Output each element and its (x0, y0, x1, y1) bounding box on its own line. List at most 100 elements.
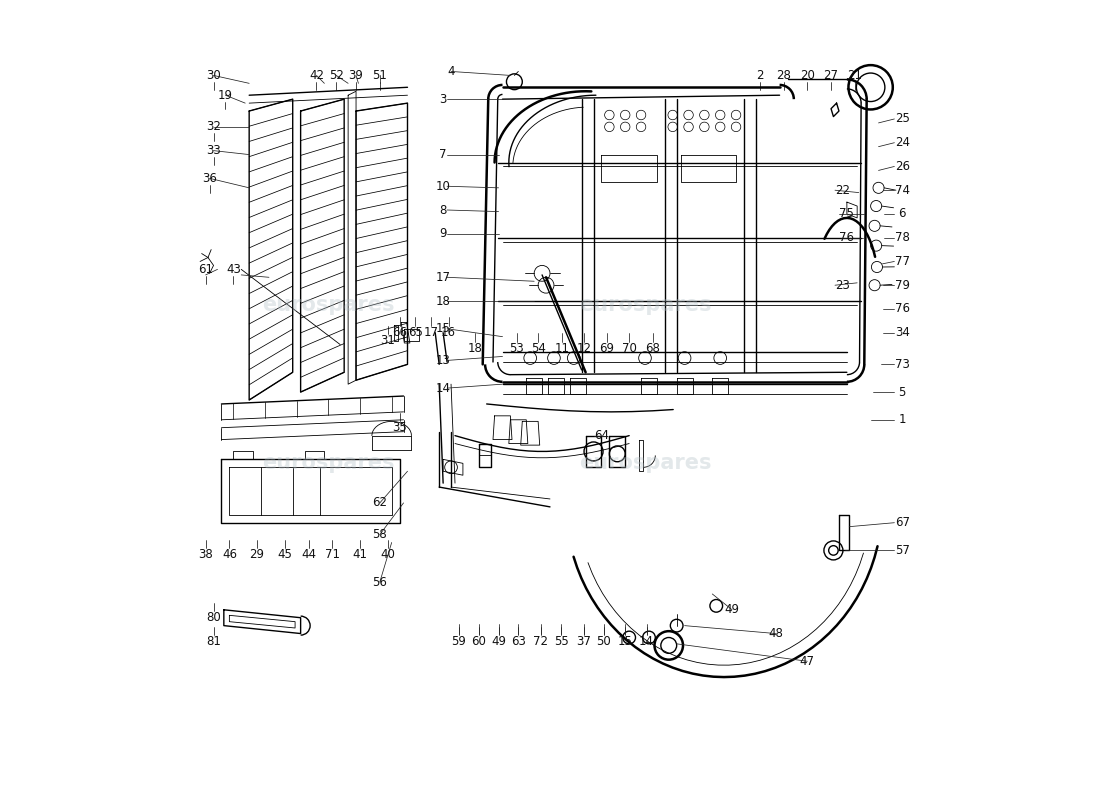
Text: 53: 53 (509, 342, 524, 355)
Text: 50: 50 (596, 635, 612, 648)
Circle shape (700, 122, 710, 132)
Text: 76: 76 (894, 302, 910, 315)
Text: 35: 35 (393, 422, 407, 434)
Circle shape (684, 122, 693, 132)
Text: 78: 78 (895, 231, 910, 244)
Text: 23: 23 (836, 278, 850, 292)
Circle shape (715, 122, 725, 132)
Text: 32: 32 (206, 120, 221, 134)
Text: 8: 8 (439, 203, 447, 217)
Text: 2: 2 (756, 69, 763, 82)
Text: 45: 45 (277, 548, 293, 561)
Text: 70: 70 (621, 342, 637, 355)
Text: 36: 36 (202, 172, 217, 185)
Circle shape (605, 122, 614, 132)
Text: eurospares: eurospares (262, 454, 395, 474)
Text: 73: 73 (895, 358, 910, 371)
Text: 31: 31 (381, 334, 395, 347)
Text: 14: 14 (436, 382, 451, 394)
Text: 13: 13 (436, 354, 451, 367)
Text: 69: 69 (600, 342, 615, 355)
Text: 68: 68 (646, 342, 660, 355)
Circle shape (684, 110, 693, 120)
Circle shape (700, 110, 710, 120)
Text: 80: 80 (206, 611, 221, 624)
Text: 7: 7 (439, 148, 447, 161)
Text: 74: 74 (894, 184, 910, 197)
Text: 18: 18 (468, 342, 482, 355)
Text: 61: 61 (198, 263, 213, 276)
Text: 19: 19 (218, 89, 233, 102)
Text: 47: 47 (800, 654, 815, 668)
Text: 60: 60 (471, 635, 486, 648)
Text: 42: 42 (309, 69, 324, 82)
Text: 48: 48 (768, 627, 783, 640)
Text: 29: 29 (250, 548, 265, 561)
Circle shape (636, 110, 646, 120)
Circle shape (620, 122, 630, 132)
Text: 72: 72 (534, 635, 548, 648)
Text: 26: 26 (894, 160, 910, 173)
Text: 18: 18 (436, 294, 451, 307)
Text: 81: 81 (206, 635, 221, 648)
Text: 14: 14 (639, 635, 654, 648)
Text: 21: 21 (847, 69, 862, 82)
Text: 22: 22 (835, 184, 850, 197)
Text: eurospares: eurospares (579, 454, 712, 474)
Text: 65: 65 (408, 326, 422, 339)
Circle shape (732, 122, 740, 132)
Text: eurospares: eurospares (579, 295, 712, 315)
Text: 6: 6 (899, 207, 906, 221)
Circle shape (605, 110, 614, 120)
Text: 67: 67 (894, 516, 910, 530)
Text: 1: 1 (899, 414, 906, 426)
Text: 37: 37 (576, 635, 592, 648)
Text: 52: 52 (329, 69, 343, 82)
Text: 64: 64 (594, 429, 609, 442)
Text: 56: 56 (373, 575, 387, 589)
Text: 57: 57 (895, 544, 910, 557)
Text: 16: 16 (441, 326, 456, 339)
Circle shape (715, 110, 725, 120)
Circle shape (636, 122, 646, 132)
Text: 40: 40 (381, 548, 395, 561)
Text: 43: 43 (226, 263, 241, 276)
Text: 71: 71 (324, 548, 340, 561)
Text: 38: 38 (198, 548, 213, 561)
Circle shape (732, 110, 740, 120)
Text: 30: 30 (206, 69, 221, 82)
Circle shape (668, 122, 678, 132)
Circle shape (668, 110, 678, 120)
Text: 11: 11 (554, 342, 570, 355)
Text: 12: 12 (576, 342, 592, 355)
Text: 15: 15 (436, 322, 451, 335)
Text: 54: 54 (530, 342, 546, 355)
Text: 76: 76 (839, 231, 855, 244)
Text: 46: 46 (222, 548, 236, 561)
Text: 24: 24 (894, 136, 910, 150)
Text: 77: 77 (894, 255, 910, 268)
Text: 27: 27 (824, 69, 838, 82)
Text: eurospares: eurospares (262, 295, 395, 315)
Text: 59: 59 (451, 635, 466, 648)
Text: 51: 51 (373, 69, 387, 82)
Text: 55: 55 (553, 635, 569, 648)
Text: 79: 79 (894, 278, 910, 292)
Text: 25: 25 (895, 113, 910, 126)
Text: 9: 9 (439, 227, 447, 240)
Text: 62: 62 (372, 497, 387, 510)
Text: 63: 63 (510, 635, 526, 648)
Text: 66: 66 (392, 326, 407, 339)
Text: 3: 3 (439, 93, 447, 106)
Text: 5: 5 (899, 386, 906, 398)
Text: 49: 49 (491, 635, 506, 648)
Text: 41: 41 (352, 548, 367, 561)
Text: 39: 39 (349, 69, 363, 82)
Text: 4: 4 (448, 65, 454, 78)
Text: 44: 44 (301, 548, 316, 561)
Text: 17: 17 (436, 270, 451, 284)
Text: 17: 17 (424, 326, 439, 339)
Text: 28: 28 (777, 69, 791, 82)
Circle shape (828, 546, 838, 555)
Text: 34: 34 (895, 326, 910, 339)
